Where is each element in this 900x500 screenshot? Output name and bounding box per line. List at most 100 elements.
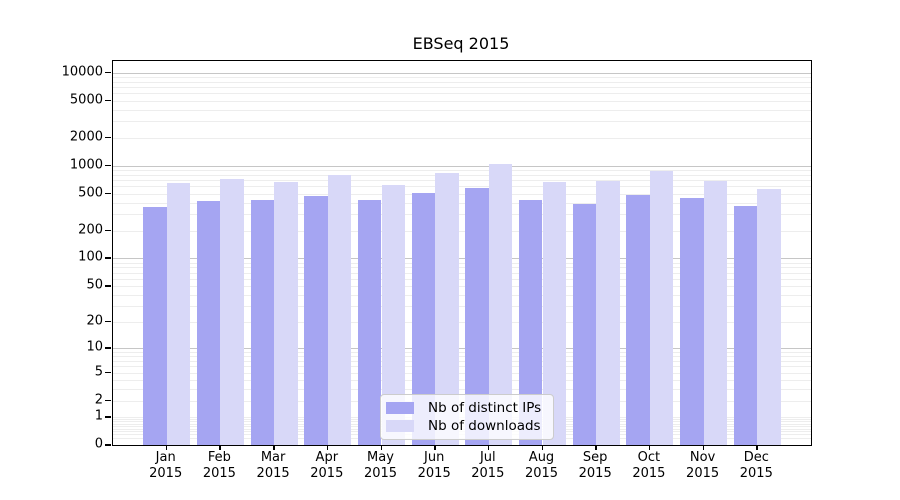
gridline-minor: [113, 81, 811, 83]
gridline-minor: [113, 230, 811, 232]
y-tick-label: 100: [78, 249, 103, 265]
legend-swatch-distinct-ips: [386, 402, 414, 414]
legend: Nb of distinct IPs Nb of downloads: [380, 394, 554, 440]
y-tick-label: 10: [86, 339, 103, 355]
gridline-minor: [113, 262, 811, 264]
bar-distinct-ips: [143, 207, 167, 445]
gridline-minor: [113, 356, 811, 358]
bar-downloads: [757, 188, 781, 445]
bar-downloads: [703, 181, 728, 445]
gridline-minor: [113, 193, 811, 195]
y-tick-label: 10000: [61, 64, 103, 79]
gridline-minor: [113, 100, 811, 102]
bar-downloads: [220, 178, 244, 445]
gridline-minor: [113, 109, 811, 111]
gridline-minor: [113, 360, 811, 362]
x-tick-year: 2015: [686, 466, 720, 481]
bar-downloads: [649, 171, 674, 445]
y-tick-mark: [105, 71, 111, 73]
bar-distinct-ips: [250, 199, 275, 445]
y-tick-mark: [105, 399, 111, 402]
gridline-minor: [113, 388, 811, 390]
y-tick-mark: [105, 320, 111, 323]
x-tick-month: Sep: [582, 450, 608, 465]
x-tick-month: Aug: [528, 450, 555, 465]
bar-distinct-ips: [518, 199, 543, 445]
y-tick-mark: [105, 285, 111, 287]
x-tick-month: Dec: [743, 450, 769, 465]
legend-swatch-downloads: [386, 420, 414, 432]
y-tick-mark: [105, 444, 111, 446]
y-tick-label: 1000: [69, 157, 103, 173]
gridline-minor: [113, 180, 811, 181]
x-tick-month: Jul: [479, 450, 496, 465]
gridline-minor: [113, 169, 811, 171]
x-tick-year: 2015: [578, 466, 612, 481]
x-tick-year: 2015: [363, 466, 398, 481]
y-tick-label: 5: [94, 364, 103, 379]
x-tick-label: Jan 2015: [134, 450, 198, 482]
bar-distinct-ips: [196, 200, 221, 445]
y-tick-mark: [105, 257, 111, 259]
gridline-minor: [113, 214, 811, 216]
x-tick-year: 2015: [739, 466, 773, 481]
x-tick-label: Apr 2015: [295, 450, 359, 482]
x-tick-month: Mar: [260, 450, 286, 465]
x-tick-label: Aug 2015: [510, 450, 574, 482]
gridline-minor: [113, 351, 811, 353]
bar-downloads: [542, 181, 567, 445]
x-tick-year: 2015: [524, 466, 559, 481]
gridline-minor: [113, 294, 811, 296]
x-tick-year: 2015: [632, 466, 666, 481]
legend-item-downloads: Nb of downloads: [386, 417, 545, 435]
x-tick-year: 2015: [310, 466, 344, 481]
x-tick-label: Jul 2015: [456, 450, 520, 482]
gridline-minor: [113, 76, 811, 78]
x-tick-month: Jun: [424, 450, 445, 465]
plot-area: Nb of distinct IPs Nb of downloads: [112, 60, 812, 446]
gridline-minor: [113, 186, 811, 188]
legend-label-distinct-ips: Nb of distinct IPs: [428, 400, 542, 416]
gridline-minor: [113, 174, 811, 176]
y-tick-mark: [105, 229, 111, 231]
bar-distinct-ips: [465, 188, 489, 445]
y-tick-label: 5000: [69, 92, 103, 108]
legend-item-distinct-ips: Nb of distinct IPs: [386, 399, 545, 417]
gridline-minor: [113, 379, 811, 381]
gridline-major: [113, 72, 811, 74]
x-tick-label: Jun 2015: [402, 450, 466, 482]
y-tick-label: 200: [78, 222, 103, 237]
bar-distinct-ips: [411, 193, 436, 445]
x-tick-label: May 2015: [349, 450, 413, 482]
bar-downloads: [327, 174, 352, 445]
grid-layer: [113, 61, 811, 445]
gridline-minor: [113, 321, 811, 323]
gridline-minor: [113, 93, 811, 95]
gridline-minor: [113, 286, 811, 287]
x-tick-label: Feb 2015: [187, 450, 251, 482]
gridline-minor: [113, 366, 811, 368]
x-tick-label: Oct 2015: [617, 450, 681, 482]
y-tick-label: 50: [86, 277, 103, 293]
gridline-major: [113, 348, 811, 349]
chart-title: EBSeq 2015: [412, 34, 510, 53]
gridline-minor: [113, 121, 811, 123]
x-tick-month: Jan: [155, 450, 176, 465]
x-axis: Jan 2015 Feb 2015 Mar 2015 Apr 2015 May 2015 Jun 20…: [0, 450, 900, 490]
y-tick-mark: [105, 371, 111, 373]
x-tick-label: Mar 2015: [241, 450, 305, 482]
x-tick-month: Apr: [315, 450, 339, 465]
x-tick-label: Nov 2015: [671, 450, 735, 482]
y-tick-mark: [105, 192, 111, 195]
bar-distinct-ips: [357, 200, 382, 445]
bar-distinct-ips: [733, 206, 758, 445]
gridline-minor: [113, 267, 811, 269]
legend-label-downloads: Nb of downloads: [428, 418, 541, 434]
x-tick-month: Oct: [637, 450, 661, 465]
x-tick-year: 2015: [256, 466, 290, 481]
gridline-major: [113, 258, 811, 260]
y-tick-mark: [105, 99, 111, 102]
gridline-minor: [113, 202, 811, 204]
y-tick-label: 0: [94, 436, 103, 452]
